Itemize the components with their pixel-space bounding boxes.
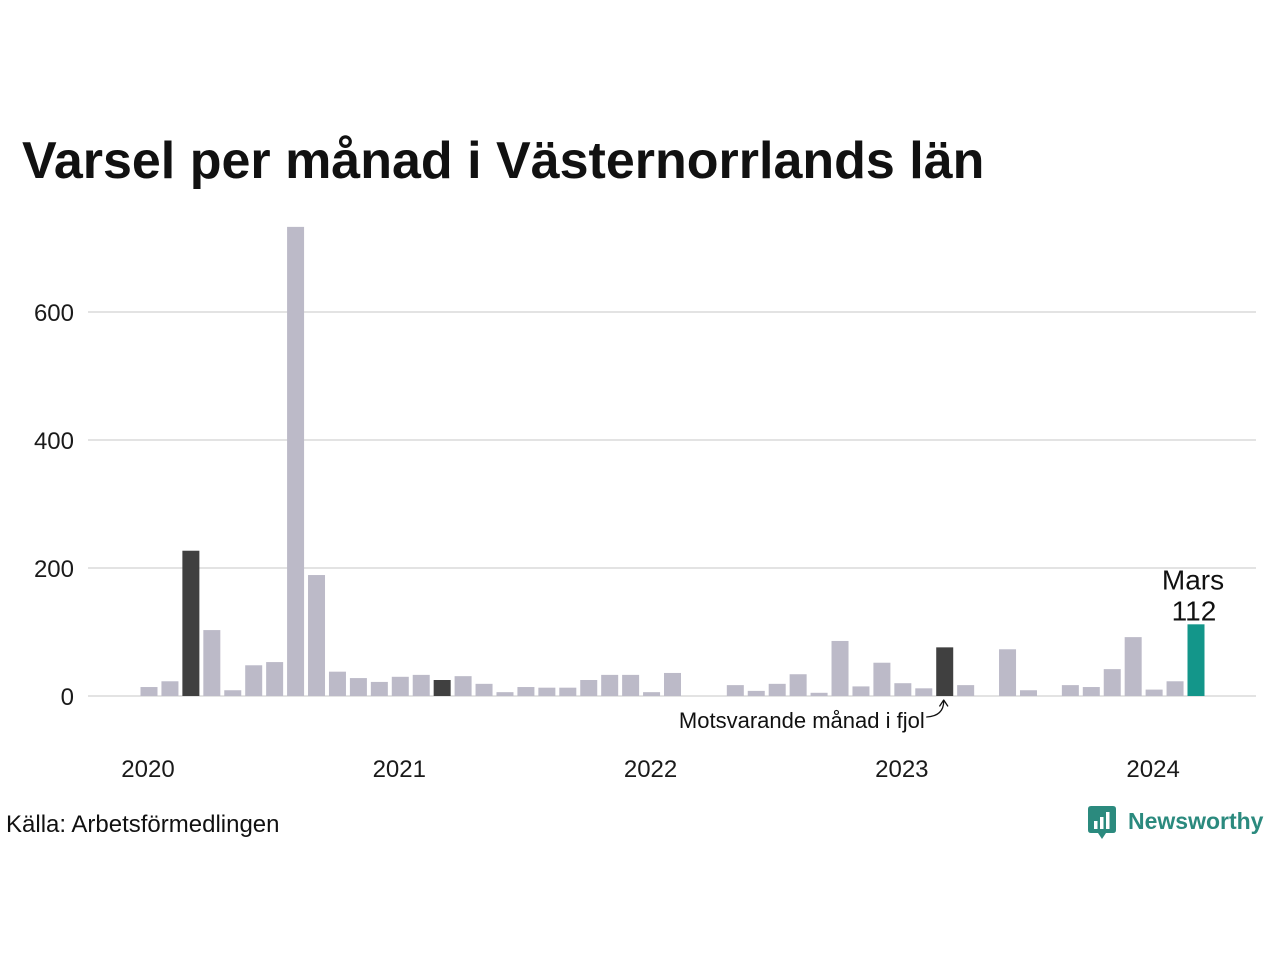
bar — [1124, 637, 1142, 696]
bar — [789, 674, 807, 696]
bar — [999, 649, 1017, 696]
bar — [726, 685, 744, 696]
bar — [454, 676, 472, 696]
bar — [601, 674, 619, 696]
bar — [1019, 690, 1037, 696]
logo-text: Newsworthy — [1128, 808, 1264, 834]
bar — [1145, 689, 1163, 696]
newsworthy-logo-icon — [1088, 806, 1116, 839]
bar — [559, 687, 577, 696]
bar — [622, 674, 640, 696]
bar — [643, 692, 661, 696]
bar — [538, 687, 556, 696]
bar — [308, 575, 326, 696]
current-month-callout: Mars 112 — [1162, 564, 1224, 626]
bar — [768, 683, 786, 696]
bar — [1061, 685, 1079, 696]
bar — [664, 672, 681, 696]
bar — [1187, 624, 1205, 696]
bar — [747, 690, 765, 696]
x-tick-label: 2022 — [624, 756, 677, 783]
bar — [140, 687, 158, 696]
bar — [496, 692, 514, 696]
bar — [391, 676, 409, 696]
y-tick-label: 200 — [34, 556, 74, 583]
bar — [328, 671, 346, 696]
chart-title: Varsel per månad i Västernorrlands län — [22, 132, 984, 190]
bar — [370, 681, 388, 696]
bar — [1166, 681, 1184, 696]
bar — [287, 226, 305, 696]
x-axis: 2020 2021 2022 2023 2024 — [121, 756, 1180, 783]
bar — [433, 680, 451, 696]
bar — [349, 678, 367, 696]
bar — [224, 690, 242, 696]
bar — [182, 550, 200, 696]
current-value-label: 112 — [1172, 595, 1217, 626]
bar — [245, 665, 263, 696]
bar — [936, 647, 954, 696]
bar — [957, 685, 975, 696]
annotation-arrow — [926, 699, 949, 718]
bar — [266, 662, 284, 696]
newsworthy-logo: Newsworthy — [1088, 806, 1264, 839]
annotation-label: Motsvarande månad i fjol — [679, 708, 925, 733]
x-tick-label: 2021 — [373, 756, 426, 783]
bar — [852, 686, 870, 696]
current-month-label: Mars — [1162, 564, 1224, 595]
bar — [810, 692, 828, 696]
bar — [475, 683, 493, 696]
bar — [517, 687, 535, 696]
bar — [1082, 687, 1100, 696]
source-note: Källa: Arbetsförmedlingen — [6, 811, 280, 838]
bar — [873, 662, 891, 696]
bar — [203, 630, 221, 696]
y-axis: 0 200 400 600 — [34, 300, 74, 711]
bar — [161, 681, 179, 696]
bar — [831, 640, 849, 696]
annotation: Motsvarande månad i fjol — [679, 699, 949, 733]
x-tick-label: 2024 — [1126, 756, 1179, 783]
bar — [1103, 669, 1121, 696]
bar — [412, 674, 430, 696]
x-tick-label: 2023 — [875, 756, 928, 783]
bar — [915, 688, 933, 696]
y-tick-label: 0 — [61, 684, 74, 711]
y-tick-label: 400 — [34, 428, 74, 455]
y-tick-label: 600 — [34, 300, 74, 327]
bar — [580, 680, 598, 696]
bar — [894, 683, 912, 696]
bars — [140, 226, 1205, 696]
x-tick-label: 2020 — [121, 756, 174, 783]
gridlines — [88, 311, 1256, 697]
